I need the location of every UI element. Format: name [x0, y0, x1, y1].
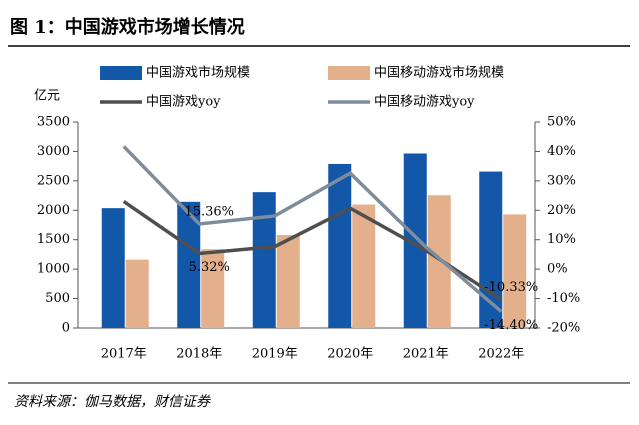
bar [352, 204, 376, 328]
y2-tick-label: -10% [547, 291, 580, 306]
bar [177, 201, 201, 328]
bar [276, 234, 300, 328]
bar [403, 153, 427, 328]
y2-tick-label: 40% [547, 144, 576, 159]
x-tick-label: 2019年 [252, 347, 298, 362]
y2-tick-label: 20% [547, 203, 576, 218]
legend-label: 中国移动游戏yoy [374, 95, 475, 110]
y2-tick-label: 0% [547, 262, 568, 277]
y-tick-label: 500 [45, 291, 70, 306]
data-label: -10.33% [484, 280, 538, 295]
y-tick-label: 1000 [37, 262, 70, 277]
line [122, 145, 503, 313]
bar [101, 208, 125, 328]
bar [125, 259, 149, 328]
y-tick-label: 0 [62, 321, 70, 336]
x-tick-label: 2020年 [327, 347, 373, 362]
data-label: 15.36% [184, 204, 234, 219]
y-tick-label: 3500 [37, 115, 70, 130]
legend-label: 中国移动游戏市场规模 [374, 65, 504, 81]
legend-swatch [328, 66, 370, 80]
bar [201, 249, 225, 328]
x-tick-label: 2018年 [176, 347, 222, 362]
y2-tick-label: -20% [547, 321, 580, 336]
y-tick-label: 2000 [37, 203, 70, 218]
y2-tick-label: 10% [547, 232, 576, 247]
bar [427, 195, 451, 328]
bar [328, 163, 352, 328]
y2-tick-label: 30% [547, 173, 576, 188]
source: 资料来源：伽马数据，财信证券 [14, 394, 211, 410]
chart-title: 图 1：中国游戏市场增长情况 [10, 16, 245, 38]
y-axis-label: 亿元 [34, 89, 60, 104]
y-tick-label: 3000 [37, 144, 70, 159]
y2-tick-label: 50% [547, 115, 576, 130]
x-tick-label: 2021年 [403, 347, 449, 362]
bar [503, 214, 527, 328]
legend-swatch [100, 66, 142, 80]
data-label: 5.32% [189, 260, 230, 275]
y-tick-label: 1500 [37, 232, 70, 247]
x-tick-label: 2017年 [101, 347, 147, 362]
legend-label: 中国游戏市场规模 [146, 65, 250, 81]
data-label: -14.40% [484, 318, 538, 333]
legend-label: 中国游戏yoy [146, 95, 221, 110]
y-tick-label: 2500 [37, 173, 70, 188]
bar [252, 192, 276, 328]
x-tick-label: 2022年 [478, 347, 524, 362]
